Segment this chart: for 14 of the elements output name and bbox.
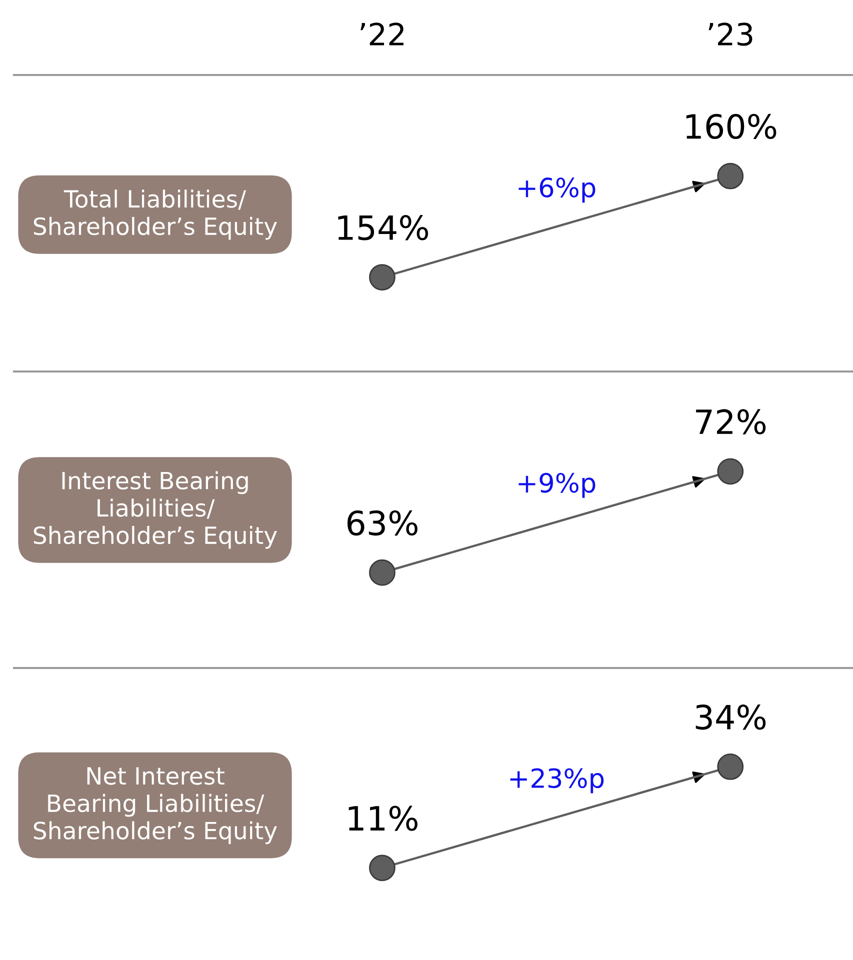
annotation: +6%p [518,178,596,203]
x-tick-label: ’22 [360,22,404,46]
annotation: +9%p [518,472,596,498]
data-label: 160% [686,114,776,140]
x-tick-label: ’23 [708,22,752,46]
text: Net Interest Bearing Liabilities/ Shareholder’s Equity [34,767,277,844]
data-label: 154% [338,215,428,240]
data-label: 63% [348,510,418,536]
data-label: 72% [696,409,766,434]
text: Interest Bearing Liabilities/ Shareholder’s Equity [34,471,277,549]
annotation: +23%p [510,768,604,794]
data-label: 34% [696,704,766,730]
text: Total Liabilities/ Shareholder’s Equity [34,190,277,240]
data-label: 11% [348,806,418,831]
